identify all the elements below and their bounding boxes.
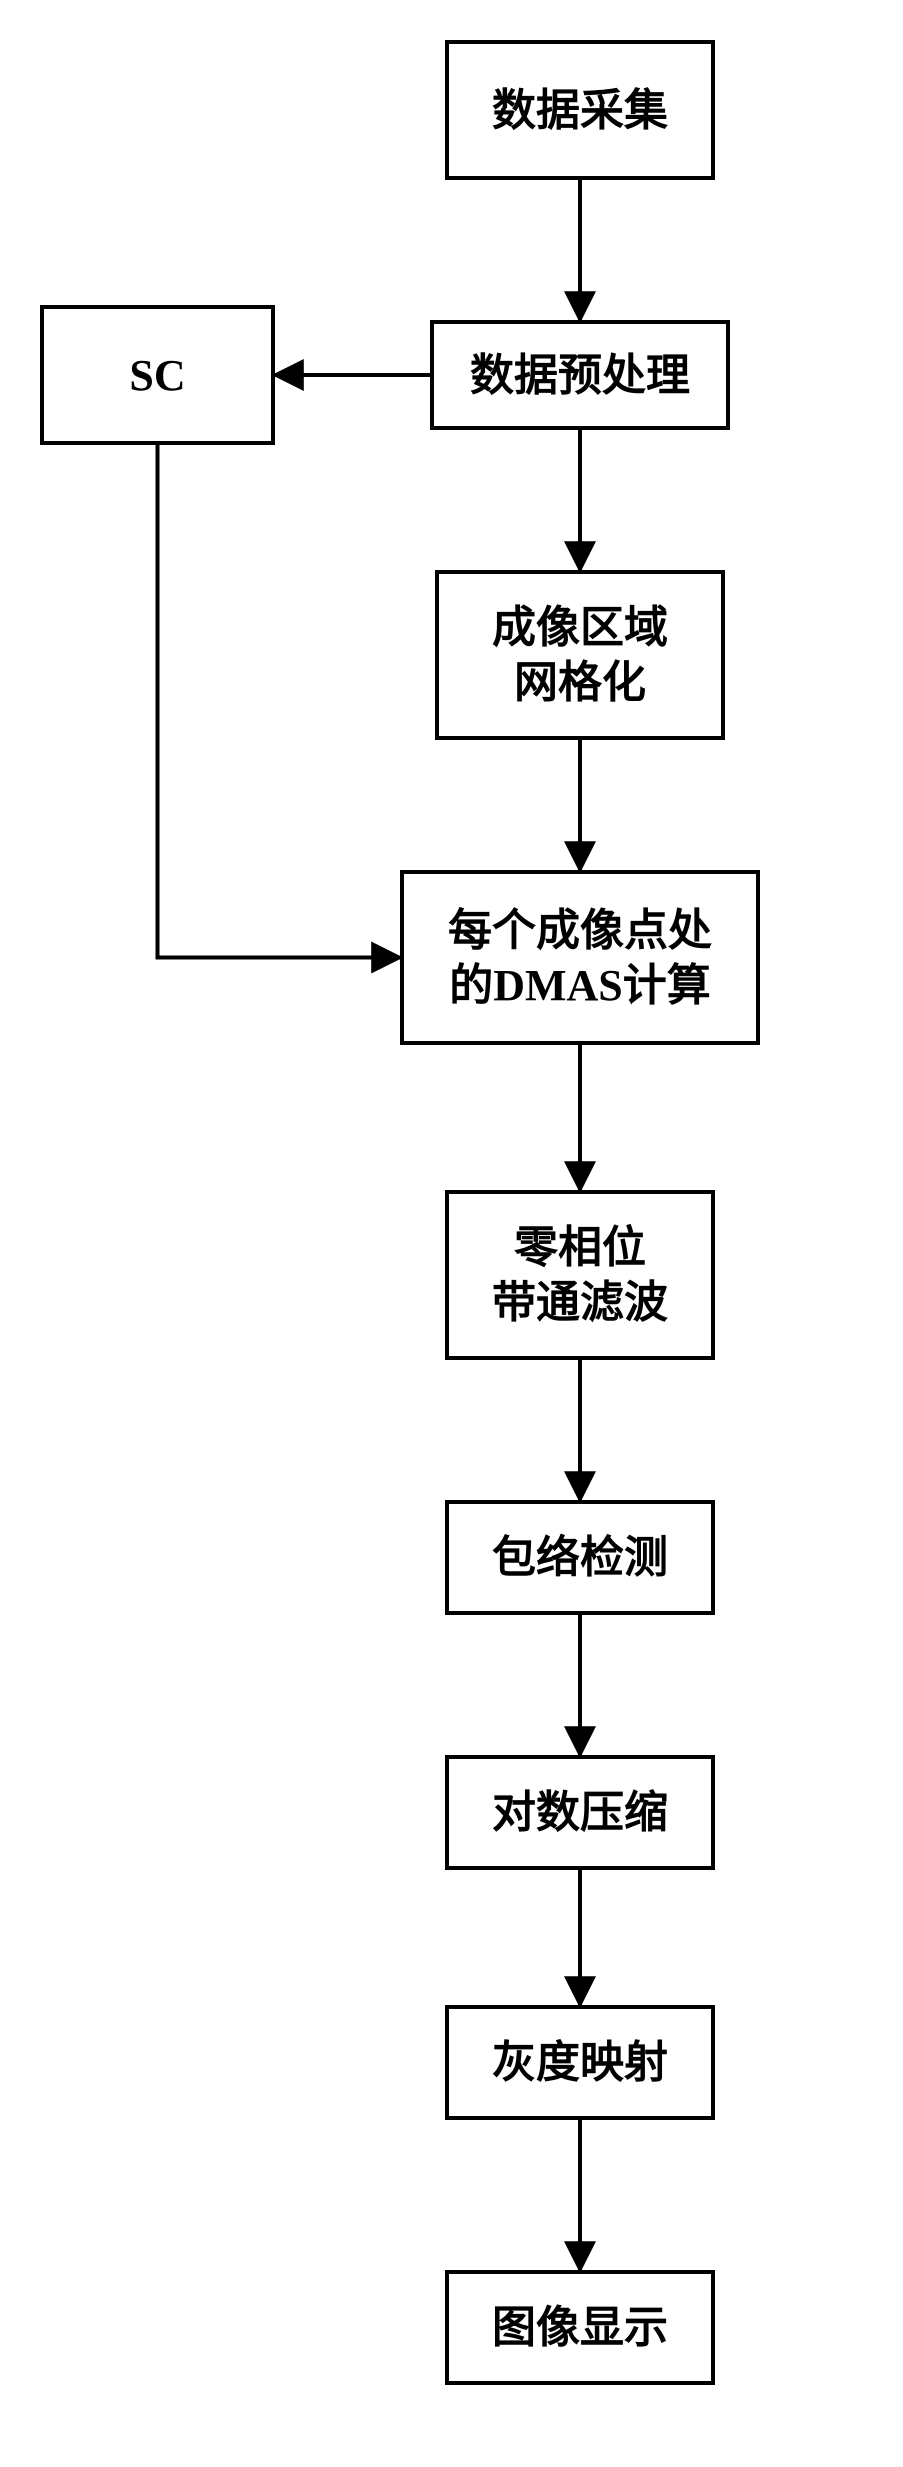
flow-node-n9: 图像显示: [445, 2270, 715, 2385]
flow-node-label: 数据采集: [492, 83, 668, 138]
flow-node-n8: 灰度映射: [445, 2005, 715, 2120]
flow-node-label: 成像区域 网格化: [492, 600, 668, 710]
flow-node-label: 对数压缩: [492, 1785, 668, 1840]
flow-node-n3: 成像区域 网格化: [435, 570, 725, 740]
flow-node-label: 包络检测: [492, 1530, 668, 1585]
flow-node-sc: SC: [40, 305, 275, 445]
flow-node-label: 零相位 带通滤波: [492, 1220, 668, 1330]
flow-node-n1: 数据采集: [445, 40, 715, 180]
flow-node-label: 数据预处理: [470, 348, 690, 403]
edge-sc-n4: [158, 445, 401, 958]
flow-node-label: 图像显示: [492, 2300, 668, 2355]
flow-node-n2: 数据预处理: [430, 320, 730, 430]
flow-node-n5: 零相位 带通滤波: [445, 1190, 715, 1360]
flow-node-n7: 对数压缩: [445, 1755, 715, 1870]
flow-node-label: SC: [129, 348, 185, 403]
flow-node-n6: 包络检测: [445, 1500, 715, 1615]
flow-node-label: 灰度映射: [492, 2035, 668, 2090]
flowchart-container: 数据采集数据预处理 SC 成像区域 网格化每个成像点处 的DMAS计算零相位 带通滤…: [40, 40, 863, 2427]
flow-node-label: 每个成像点处 的DMAS计算: [448, 903, 712, 1013]
flow-node-n4: 每个成像点处 的DMAS计算: [400, 870, 760, 1045]
